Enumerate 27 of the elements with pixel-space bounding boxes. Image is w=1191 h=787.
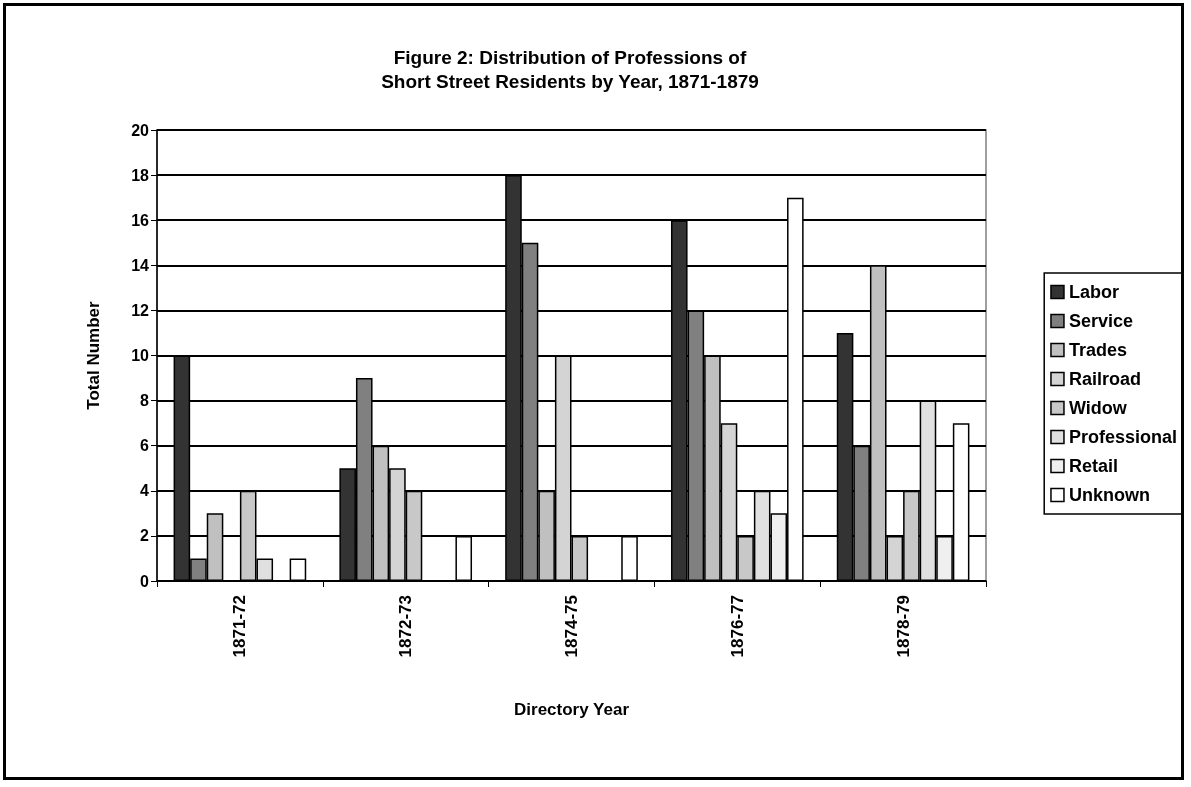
x-tick-label: 1871-72 <box>230 595 250 658</box>
legend-label: Service <box>1068 311 1134 331</box>
legend-label: Unknown <box>1068 485 1150 505</box>
y-tick-label: 12 <box>131 301 150 319</box>
y-tick-label: 10 <box>131 347 150 364</box>
x-tick-label: 1876-77 <box>727 595 747 658</box>
x-tick-label: 1878-79 <box>893 595 913 658</box>
y-tick-label: 8 <box>140 392 150 410</box>
x-axis-title: Directory Year <box>514 700 630 719</box>
y-tick-label: 0 <box>140 572 150 590</box>
y-axis-title: Total Number <box>84 300 103 410</box>
y-tick-label: 16 <box>131 211 150 229</box>
y-tick-label: 18 <box>131 166 150 184</box>
legend-label: Widow <box>1068 398 1128 418</box>
y-tick-label: 4 <box>140 482 150 500</box>
x-tick-label: 1872-73 <box>396 595 416 658</box>
y-tick-label: 2 <box>140 527 150 545</box>
y-tick-label: 6 <box>140 437 150 455</box>
chart-title: Figure 2: Distribution of Professions of Short Street Residents by Year, 1871-1879 <box>381 46 759 92</box>
y-tick-label: 14 <box>131 256 150 274</box>
legend-label: Railroad <box>1068 369 1141 389</box>
x-tick-label: 1874-75 <box>562 595 581 658</box>
legend-label: Professional <box>1068 427 1178 447</box>
legend-label: Labor <box>1068 282 1119 302</box>
legend-label: Trades <box>1068 340 1128 360</box>
legend-label: Retail <box>1068 456 1118 476</box>
y-tick-label: 20 <box>131 121 150 139</box>
